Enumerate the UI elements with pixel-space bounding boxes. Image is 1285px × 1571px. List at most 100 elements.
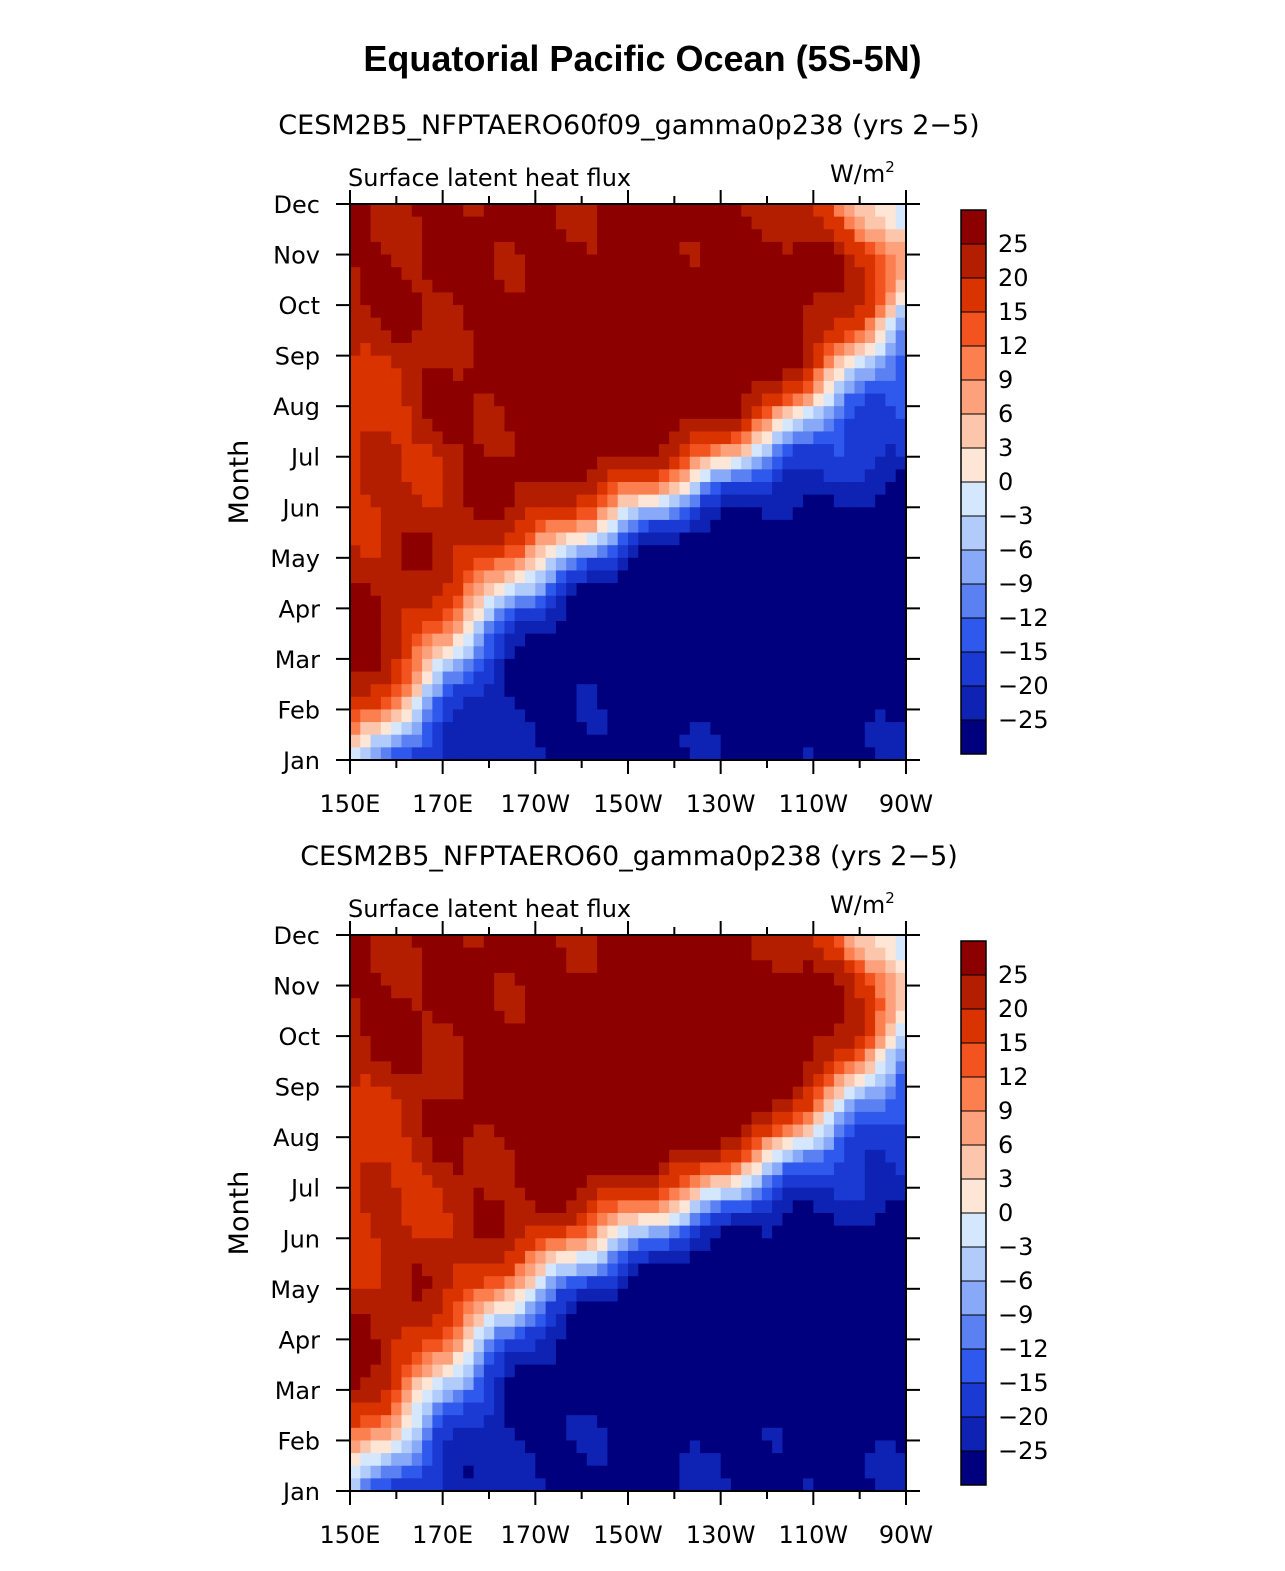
heatmap-cell [453,1061,464,1074]
heatmap-cell [371,343,382,356]
heatmap-cell [885,1125,896,1138]
heatmap-cell [782,1264,793,1277]
heatmap-cell [360,659,371,672]
heatmap-cell [350,596,361,609]
heatmap-cell [690,204,701,217]
heatmap-cell [710,558,721,571]
heatmap-cell [700,457,711,470]
colorbar-segment [961,941,986,975]
heatmap-cell [432,1213,443,1226]
heatmap-cell [772,558,783,571]
heatmap-cell [443,229,454,242]
heatmap-cell [504,330,515,343]
heatmap-cell [556,457,567,470]
heatmap-cell [432,1150,443,1163]
heatmap-cell [649,634,660,647]
heatmap-cell [638,1289,649,1302]
heatmap-cell [391,948,402,961]
heatmap-cell [782,444,793,457]
heatmap-cell [710,583,721,596]
heatmap-cell [515,1390,526,1403]
heatmap-cell [679,596,690,609]
heatmap-cell [731,1403,742,1416]
heatmap-cell [371,1238,382,1251]
heatmap-cell [803,330,814,343]
heatmap-cell [443,659,454,672]
heatmap-cell [855,1226,866,1239]
heatmap-cell [401,596,412,609]
heatmap-cell [741,482,752,495]
heatmap-cell [844,1137,855,1150]
heatmap-cell [577,583,588,596]
heatmap-cell [391,1365,402,1378]
heatmap-cell [535,1276,546,1289]
heatmap-cell [669,507,680,520]
heatmap-cell [618,394,629,407]
heatmap-cell [679,1023,690,1036]
heatmap-cell [556,570,567,583]
heatmap-cell [700,533,711,546]
heatmap-cell [391,520,402,533]
heatmap-cell [844,1440,855,1453]
heatmap-cell [577,935,588,948]
heatmap-cell [597,634,608,647]
heatmap-cell [474,1390,485,1403]
heatmap-cell [484,1428,495,1441]
heatmap-cell [618,280,629,293]
heatmap-cell [638,1365,649,1378]
heatmap-cell [834,1327,845,1340]
heatmap-cell [350,1049,361,1062]
heatmap-cell [628,343,639,356]
heatmap-cell [381,935,392,948]
colorbar-segment [961,380,986,414]
heatmap-cell [432,659,443,672]
heatmap-cell [649,1339,660,1352]
heatmap-cell [504,1011,515,1024]
heatmap-cell [360,697,371,710]
heatmap-cell [793,217,804,230]
heatmap-cell [865,482,876,495]
heatmap-cell [546,1238,557,1251]
heatmap-cell [494,1478,505,1491]
heatmap-cell [885,1112,896,1125]
heatmap-cell [834,242,845,255]
heatmap-cell [710,1428,721,1441]
heatmap-cell [782,1276,793,1289]
heatmap-cell [885,520,896,533]
heatmap-cell [556,292,567,305]
heatmap-cell [793,722,804,735]
heatmap-cell [360,1440,371,1453]
heatmap-cell [350,935,361,948]
heatmap-cell [525,1049,536,1062]
heatmap-cell [885,1403,896,1416]
heatmap-cell [690,330,701,343]
heatmap-cell [628,368,639,381]
heatmap-cell [577,672,588,685]
heatmap-cell [494,318,505,331]
heatmap-cell [494,1213,505,1226]
heatmap-cell [885,280,896,293]
heatmap-cell [618,709,629,722]
heatmap-cell [700,1453,711,1466]
heatmap-cell [896,1238,907,1251]
heatmap-cell [824,1137,835,1150]
heatmap-cell [752,1049,763,1062]
heatmap-cell [659,1200,670,1213]
heatmap-cell [762,672,773,685]
heatmap-cell [371,621,382,634]
heatmap-cell [371,305,382,318]
heatmap-cell [721,1011,732,1024]
heatmap-cell [865,255,876,268]
heatmap-cell [381,1264,392,1277]
heatmap-cell [659,1440,670,1453]
heatmap-cell [741,533,752,546]
heatmap-cell [813,394,824,407]
heatmap-cell [463,495,474,508]
heatmap-cell [813,1339,824,1352]
heatmap-cell [690,406,701,419]
heatmap-cell [484,1289,495,1302]
heatmap-cell [659,431,670,444]
heatmap-cell [391,735,402,748]
y-tick-label: Apr [278,595,320,623]
heatmap-cell [741,1276,752,1289]
